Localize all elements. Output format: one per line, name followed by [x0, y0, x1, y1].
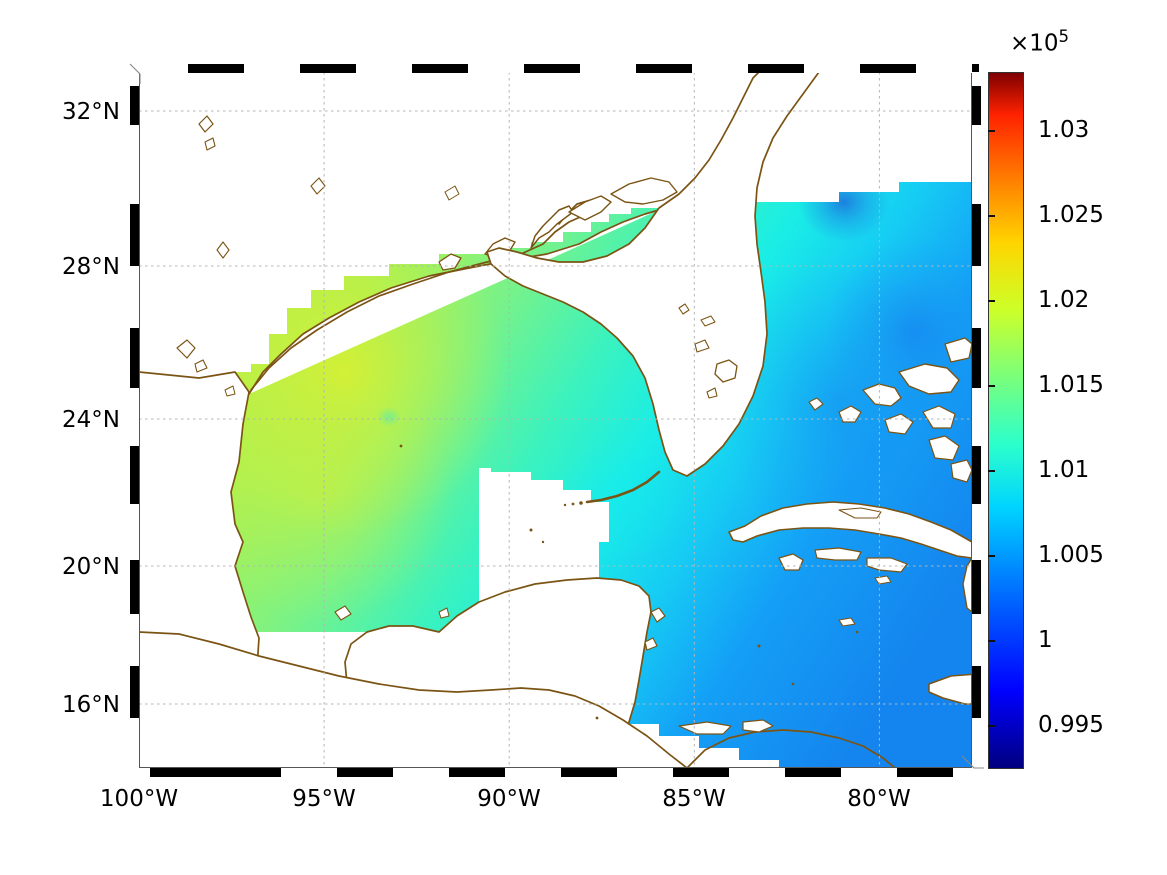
- axis-frame-top: [132, 64, 979, 73]
- ytick-label-16N: 16°N: [62, 692, 120, 718]
- coastline-overlay: [139, 72, 972, 768]
- colorbar-label-1.01: 1.01: [1038, 457, 1090, 483]
- colorbar-label-1.015: 1.015: [1038, 372, 1104, 398]
- colorbar-exponent-base: ×10: [1010, 30, 1059, 57]
- axis-frame-right: [972, 72, 981, 769]
- ytick-label-24N: 24°N: [62, 407, 120, 433]
- colorbar-label-1: 1: [1038, 627, 1053, 653]
- graticule-grid: [139, 72, 972, 768]
- colorbar-tick-1.025: [988, 215, 995, 217]
- colorbar-tick-1.02: [988, 300, 995, 302]
- colorbar-label-1.03: 1.03: [1038, 117, 1090, 143]
- colorbar-exponent-power: 5: [1058, 27, 1070, 46]
- ytick-label-28N: 28°N: [62, 254, 120, 280]
- colorbar-gradient: [988, 72, 1024, 769]
- colorbar-tick-0.995: [988, 725, 995, 727]
- xtick-label-85W: 85°W: [662, 786, 726, 812]
- colorbar-tick-1.015: [988, 385, 995, 387]
- xtick-label-95W: 95°W: [292, 786, 356, 812]
- colorbar-exponent-label: ×105: [1010, 27, 1069, 57]
- colorbar-tick-1: [988, 640, 995, 642]
- colorbar-label-0.995: 0.995: [1038, 712, 1104, 738]
- xtick-label-90W: 90°W: [477, 786, 541, 812]
- colorbar-tick-1.01: [988, 470, 995, 472]
- map-plot-area: [139, 72, 972, 768]
- colorbar-label-1.02: 1.02: [1038, 287, 1090, 313]
- ytick-label-20N: 20°N: [62, 554, 120, 580]
- colorbar-label-1.005: 1.005: [1038, 542, 1104, 568]
- colorbar[interactable]: 1.03 1.025 1.02 1.015 1.01 1.005 1 0.995: [988, 72, 1104, 769]
- colorbar-tick-1.005: [988, 555, 995, 557]
- ytick-label-32N: 32°N: [62, 99, 120, 125]
- xtick-label-80W: 80°W: [847, 786, 911, 812]
- colorbar-tick-1.03: [988, 130, 995, 132]
- map-axes[interactable]: [139, 72, 972, 768]
- axis-frame-left: [130, 72, 139, 769]
- colorbar-label-1.025: 1.025: [1038, 202, 1104, 228]
- axis-frame-bottom: [132, 768, 979, 777]
- xtick-label-100W: 100°W: [99, 786, 179, 812]
